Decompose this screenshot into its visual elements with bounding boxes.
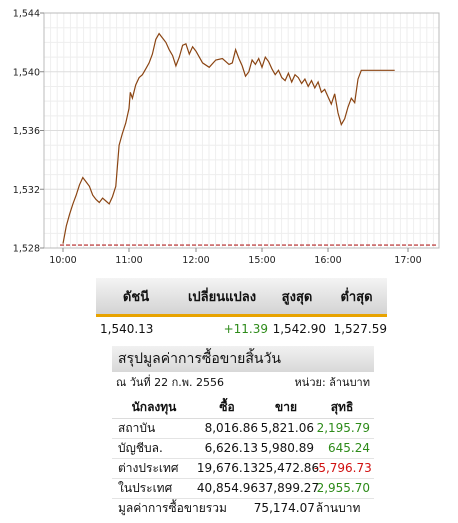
x-tick-label: 17:00 — [394, 255, 421, 266]
investor-name: บัญชีบล. — [118, 441, 163, 455]
header-investor: นักลงทุน — [131, 400, 177, 414]
total-label: มูลค่าการซื้อขายรวม — [118, 501, 227, 515]
summary-row: ต่างประเทศ 19,676.13 25,472.86 -5,796.73 — [112, 459, 374, 479]
header-buy: ซื้อ — [219, 400, 235, 414]
change-value: +11.39 — [223, 322, 268, 336]
index-table-row: 1,540.13 +11.39 1,542.90 1,527.59 — [96, 317, 387, 341]
buy-value: 40,854.96 — [196, 481, 258, 495]
total-value: 75,174.07 — [253, 501, 315, 515]
net-value: 645.24 — [328, 441, 370, 455]
summary-row: สถาบัน 8,016.86 5,821.06 2,195.79 — [112, 419, 374, 439]
chart-grid — [43, 12, 439, 249]
header-net: สุทธิ — [330, 400, 354, 414]
net-value: -5,796.73 — [314, 461, 372, 475]
sell-value: 5,821.06 — [260, 421, 314, 435]
investor-name: ในประเทศ — [118, 481, 173, 495]
buy-value: 8,016.86 — [204, 421, 258, 435]
y-axis: 1,544 1,540 1,536 1,532 1,528 — [13, 9, 44, 255]
index-chart: 1,544 1,540 1,536 1,532 1,528 10:00 11:00 12:0… — [13, 9, 440, 266]
sell-value: 5,980.89 — [260, 441, 314, 455]
summary-info: ณ วันที่ 22 ก.พ. 2556 หน่วย: ล้านบาท — [112, 372, 374, 394]
net-value: 2,195.79 — [316, 421, 370, 435]
summary-title: สรุปมูลค่าการซื้อขายสิ้นวัน — [112, 346, 374, 372]
high-value: 1,542.90 — [272, 322, 326, 336]
x-tick-label: 16:00 — [314, 255, 341, 266]
series-line — [62, 32, 395, 244]
header-high: สูงสุด — [281, 289, 313, 305]
summary-total: มูลค่าการซื้อขายรวม 75,174.07 ล้านบาท — [112, 499, 374, 518]
header-low: ต่ำสุด — [340, 289, 373, 305]
summary-row: บัญชีบล. 6,626.13 5,980.89 645.24 — [112, 439, 374, 459]
y-tick-label: 1,540 — [13, 67, 40, 78]
index-table: ดัชนี เปลี่ยนแปลง สูงสุด ต่ำสุด 1,540.13… — [96, 278, 387, 341]
header-sell: ขาย — [275, 400, 297, 414]
x-axis: 10:00 11:00 12:00 15:00 16:00 17:00 — [49, 248, 422, 266]
y-tick-label: 1,536 — [13, 126, 40, 137]
y-tick-label: 1,528 — [13, 244, 40, 255]
index-table-header: ดัชนี เปลี่ยนแปลง สูงสุด ต่ำสุด — [96, 278, 387, 317]
summary-date: ณ วันที่ 22 ก.พ. 2556 — [116, 376, 225, 389]
sell-value: 25,472.86 — [258, 461, 320, 475]
sell-value: 37,899.27 — [258, 481, 320, 495]
summary-row: ในประเทศ 40,854.96 37,899.27 2,955.70 — [112, 479, 374, 499]
header-change: เปลี่ยนแปลง — [187, 289, 257, 305]
low-value: 1,527.59 — [333, 322, 387, 336]
y-tick-label: 1,532 — [13, 185, 40, 196]
x-tick-label: 15:00 — [248, 255, 275, 266]
total-unit: ล้านบาท — [315, 501, 361, 515]
x-tick-label: 10:00 — [49, 255, 76, 266]
investor-name: สถาบัน — [118, 421, 156, 435]
index-value: 1,540.13 — [100, 322, 154, 336]
x-tick-label: 11:00 — [115, 255, 142, 266]
summary-header: นักลงทุน ซื้อ ขาย สุทธิ — [112, 394, 374, 419]
summary-unit: หน่วย: ล้านบาท — [294, 376, 370, 389]
buy-value: 6,626.13 — [204, 441, 258, 455]
header-index: ดัชนี — [122, 289, 150, 305]
x-tick-label: 12:00 — [182, 255, 209, 266]
y-tick-label: 1,544 — [13, 9, 40, 20]
net-value: 2,955.70 — [316, 481, 370, 495]
buy-value: 19,676.13 — [196, 461, 258, 475]
trading-summary: สรุปมูลค่าการซื้อขายสิ้นวัน ณ วันที่ 22 … — [112, 346, 374, 518]
investor-name: ต่างประเทศ — [118, 461, 179, 475]
